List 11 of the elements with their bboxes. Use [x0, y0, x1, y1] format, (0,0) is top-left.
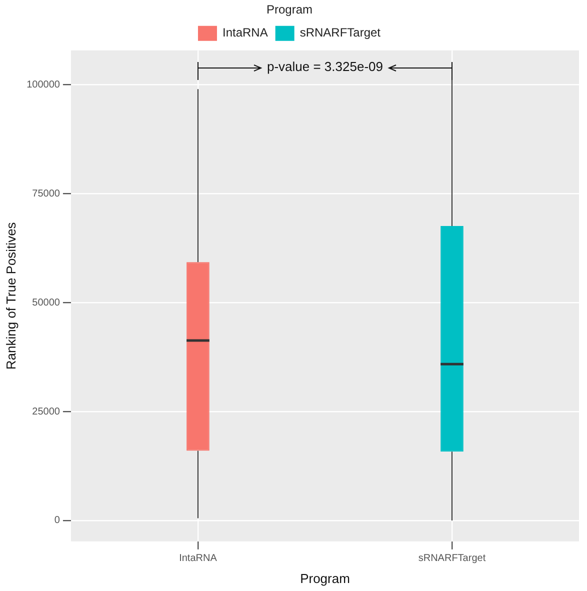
- y-tick-label: 25000: [32, 406, 60, 418]
- y-axis-title: Ranking of True Positives: [3, 222, 18, 370]
- y-tick-label: 50000: [32, 297, 60, 308]
- legend-label: IntaRNA: [222, 26, 268, 40]
- annotation: p-value = 3.325e-09: [266, 59, 383, 74]
- y-tick-label: 0: [54, 515, 60, 526]
- legend-title: Program: [266, 2, 313, 16]
- legend-label: sRNARFTarget: [300, 26, 382, 40]
- y-tick-label: 75000: [32, 188, 60, 200]
- x-axis-title: Program: [300, 570, 350, 586]
- y-tick-label: 100000: [26, 80, 60, 91]
